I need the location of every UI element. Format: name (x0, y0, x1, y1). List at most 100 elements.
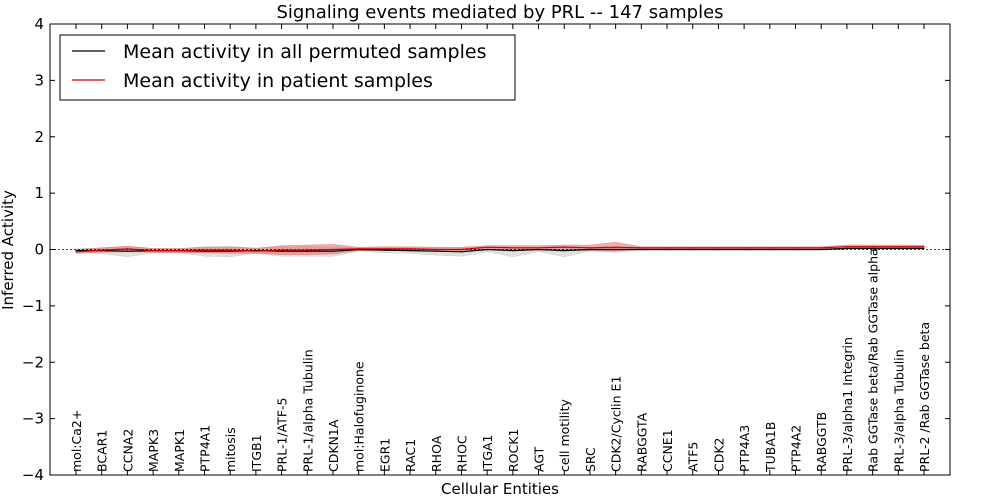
x-tick-label: ITGA1 (480, 434, 495, 472)
x-tick-label: cell motility (557, 398, 572, 472)
x-tick-label: RAC1 (403, 439, 418, 472)
x-tick-label: AGT (532, 446, 547, 472)
x-tick-label: Rab GGTase beta/Rab GGTase alpha (866, 248, 881, 472)
legend: Mean activity in all permuted samples Me… (59, 34, 516, 101)
point-patient (409, 248, 411, 250)
x-tick-label: ROCK1 (506, 429, 521, 472)
x-tick-label: PTP4A2 (789, 425, 804, 472)
point-patient (101, 249, 103, 251)
x-tick-label: TUBA1B (763, 422, 778, 473)
point-patient (794, 247, 797, 249)
point-patient (897, 246, 899, 248)
y-tick-label: 1 (34, 184, 44, 202)
point-permuted (460, 251, 463, 253)
x-tick-label: RHOA (429, 435, 444, 472)
point-permuted (923, 247, 925, 249)
point-patient (820, 247, 822, 249)
legend-label-permuted: Mean activity in all permuted samples (123, 41, 486, 63)
point-patient (872, 246, 874, 248)
x-tick-label: PRL-3/alpha Tubulin (891, 349, 906, 472)
point-permuted (383, 249, 385, 251)
point-permuted (743, 248, 745, 251)
x-axis-label: Cellular Entities (441, 480, 559, 498)
point-permuted (563, 250, 565, 252)
y-tick-label: −4 (22, 466, 44, 484)
point-permuted (229, 250, 231, 252)
point-permuted (537, 248, 540, 251)
point-permuted (409, 250, 411, 252)
point-permuted (820, 248, 822, 251)
point-patient (769, 247, 771, 249)
x-tick-label: mol:Ca2+ (69, 410, 84, 472)
x-tick-label: mol:Halofuginone (352, 361, 367, 472)
point-patient (75, 251, 77, 253)
y-tick-label: −1 (22, 297, 44, 315)
plot-frame (49, 23, 951, 476)
y-tick-label: 4 (34, 15, 44, 33)
x-tick-label: PTP4A3 (737, 425, 752, 472)
point-patient (743, 247, 745, 249)
point-permuted (512, 250, 514, 252)
point-patient (435, 248, 437, 251)
line-permuted (76, 247, 924, 253)
point-permuted (794, 248, 797, 251)
point-patient (717, 247, 720, 249)
y-tick-label: 3 (34, 71, 44, 89)
x-tick-label: PRL-1/ATF-5 (275, 397, 290, 472)
point-permuted (615, 248, 617, 251)
point-permuted (717, 248, 720, 251)
point-permuted (769, 248, 771, 251)
point-patient (692, 247, 694, 249)
legend-box (59, 34, 516, 101)
point-permuted (332, 250, 334, 252)
x-tick-label: CDK2 (711, 437, 726, 472)
legend-label-patient: Mean activity in patient samples (123, 70, 433, 92)
point-patient (486, 246, 488, 248)
x-tick-label: SRC (583, 447, 598, 472)
point-patient (923, 246, 925, 248)
point-patient (255, 250, 257, 252)
point-patient (666, 247, 668, 249)
point-patient (332, 248, 334, 251)
point-patient (178, 250, 180, 252)
x-tick-label: mitosis (223, 427, 238, 472)
point-permuted (486, 248, 488, 251)
point-patient (229, 249, 231, 251)
x-tick-label: PRL-3/alpha1 Integrin (840, 337, 855, 472)
x-tick-label: EGR1 (377, 438, 392, 472)
point-permuted (75, 250, 77, 252)
x-tick-label: CCNA2 (120, 429, 135, 472)
point-permuted (589, 248, 591, 251)
x-tick-label: PRL-2 /Rab GGTase beta (917, 322, 932, 472)
point-permuted (872, 247, 874, 249)
point-patient (589, 247, 591, 249)
point-permuted (692, 248, 694, 251)
point-permuted (126, 250, 128, 252)
point-patient (203, 249, 206, 251)
point-patient (512, 247, 514, 249)
x-tick-label: RABGGTA (634, 412, 649, 472)
y-tick-label: −3 (22, 410, 44, 428)
point-patient (280, 249, 283, 251)
point-patient (846, 246, 848, 248)
x-tick-label: PRL-1/alpha Tubulin (300, 349, 315, 472)
point-permuted (640, 248, 642, 251)
point-patient (126, 248, 128, 250)
point-patient (563, 246, 565, 248)
y-tick-label: −2 (22, 353, 44, 371)
line-patient (75, 246, 924, 253)
point-patient (615, 246, 617, 248)
point-patient (383, 248, 385, 250)
x-tick-label: CCNE1 (660, 429, 675, 472)
y-tick-label: 2 (34, 128, 44, 146)
x-tick-label: ITGB1 (249, 434, 264, 472)
point-patient (306, 249, 308, 251)
x-tick-label: MAPK1 (172, 429, 187, 472)
point-permuted (666, 248, 668, 251)
point-permuted (203, 250, 206, 252)
point-permuted (306, 250, 308, 252)
x-tick-label: RHOC (455, 435, 470, 472)
point-patient (640, 247, 642, 249)
point-permuted (897, 247, 899, 249)
